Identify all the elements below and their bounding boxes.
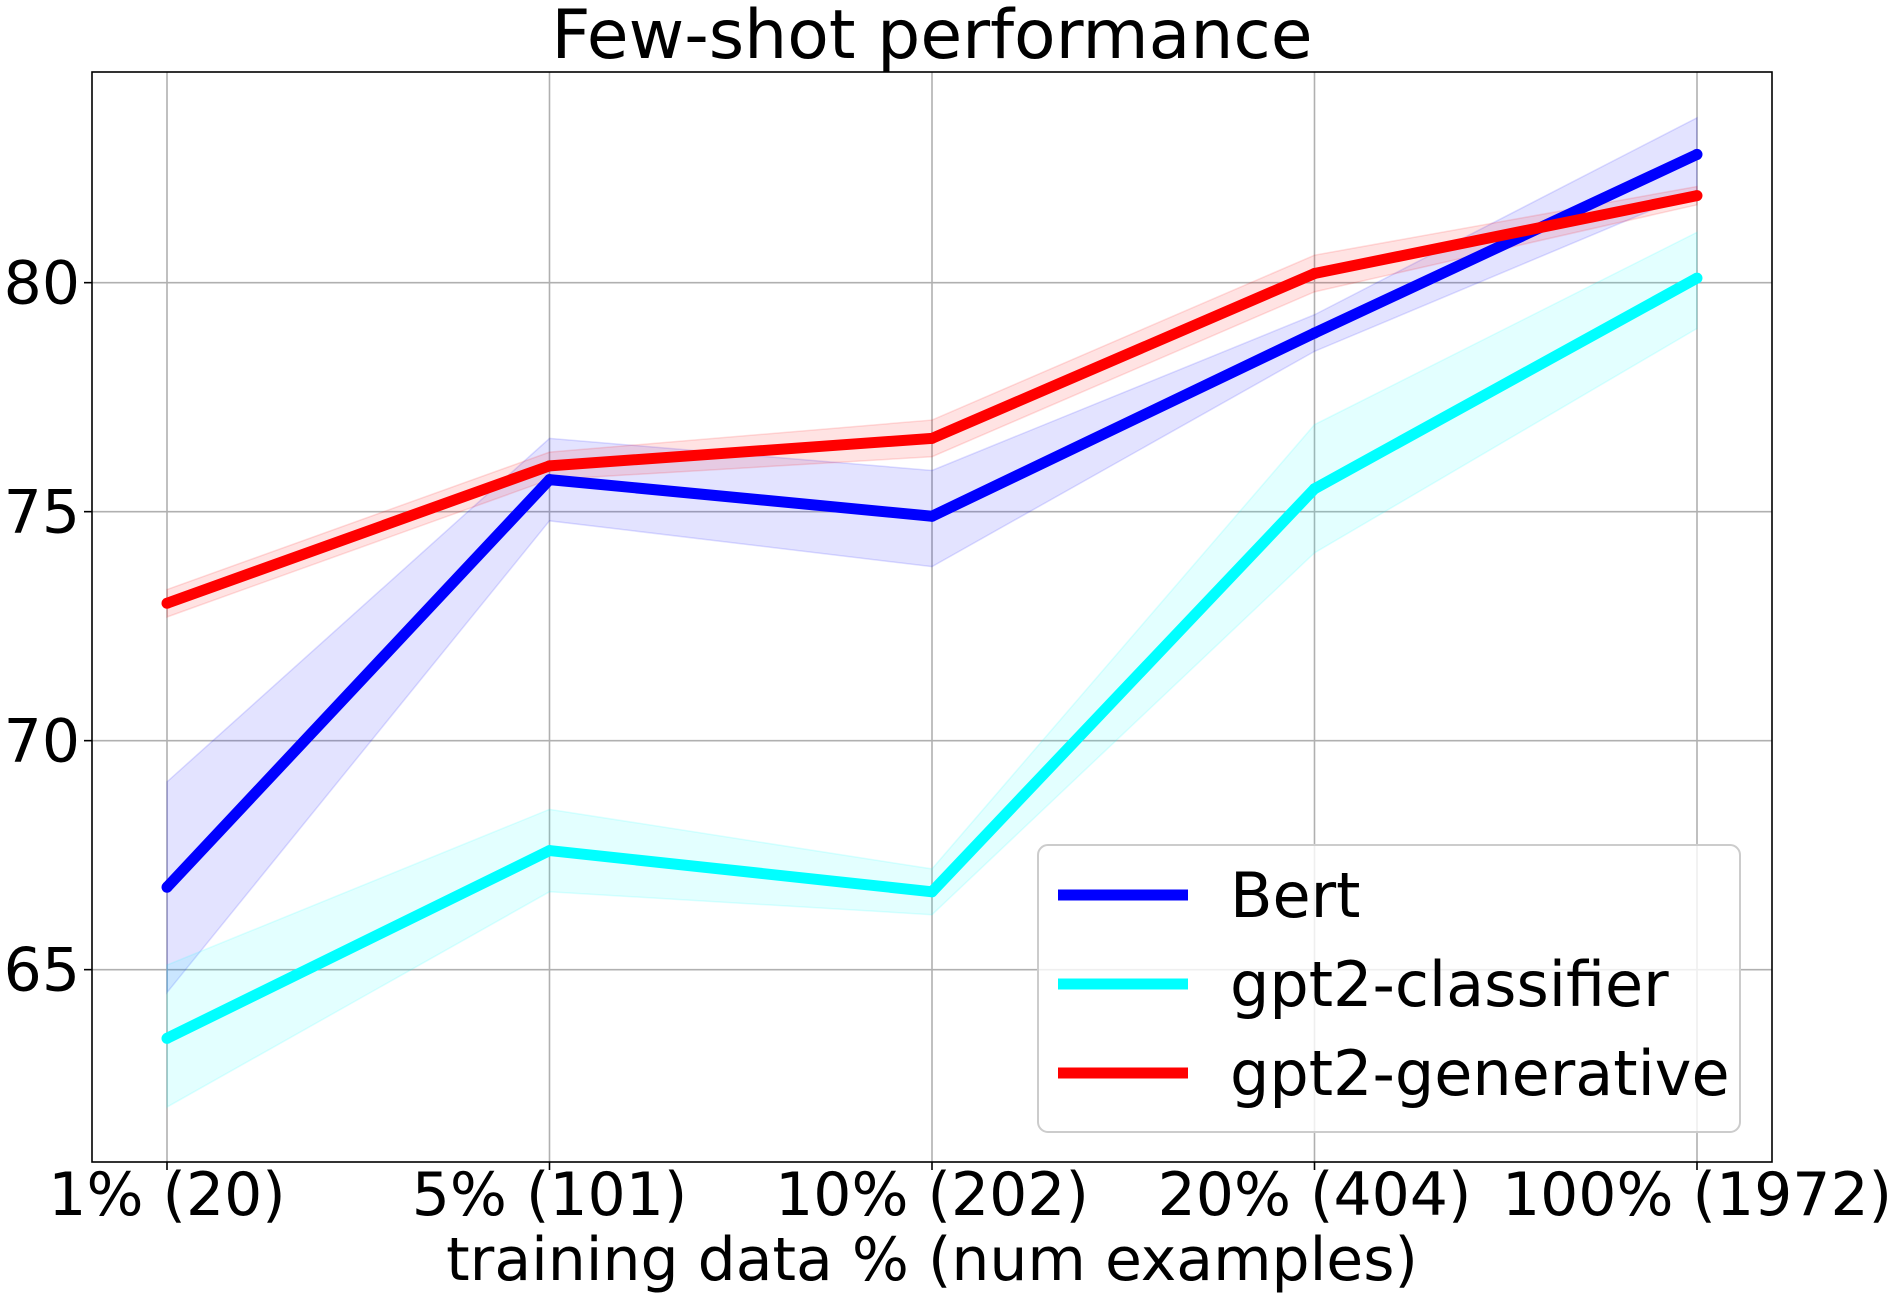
data-point [1691,148,1703,160]
data-point [161,597,173,609]
grid-lines [92,72,1772,1162]
x-tick-label: 100% (1972) [1502,1160,1890,1230]
x-axis-label: training data % (num examples) [446,1225,1418,1294]
data-point [926,510,938,522]
legend: Bert gpt2-classifier gpt2-generative [1037,844,1741,1133]
data-point [1309,483,1320,495]
y-axis-ticks: 65 70 75 80 [4,249,92,1006]
chart-title: Few-shot performance [551,0,1312,75]
legend-box [1037,844,1741,1133]
legend-label: gpt2-classifier [1230,948,1669,1021]
x-tick-label: 1% (20) [48,1160,285,1230]
x-tick-label: 5% (101) [412,1160,688,1230]
data-point [1309,327,1320,339]
legend-label: gpt2-generative [1230,1037,1730,1110]
data-point [544,460,555,472]
y-tick-label: 70 [4,707,80,777]
data-point [1691,272,1703,284]
confidence-band [166,231,1698,1109]
data-point [544,845,555,857]
legend-label: Bert [1230,859,1360,932]
data-point [926,886,938,898]
series-lines [161,148,1703,1044]
data-point [544,474,555,486]
y-tick-label: 80 [4,249,80,319]
data-point [161,1032,173,1044]
x-tick-label: 20% (404) [1158,1160,1472,1230]
data-point [161,881,173,893]
data-point [1309,268,1320,280]
y-tick-label: 65 [4,936,80,1006]
data-point [926,432,938,444]
x-tick-label: 10% (202) [775,1160,1089,1230]
x-axis-ticks: 1% (20) 5% (101) 10% (202) 20% (404) 100% (1… [48,1160,1890,1230]
y-tick-label: 75 [4,478,80,548]
data-point [1691,190,1703,202]
